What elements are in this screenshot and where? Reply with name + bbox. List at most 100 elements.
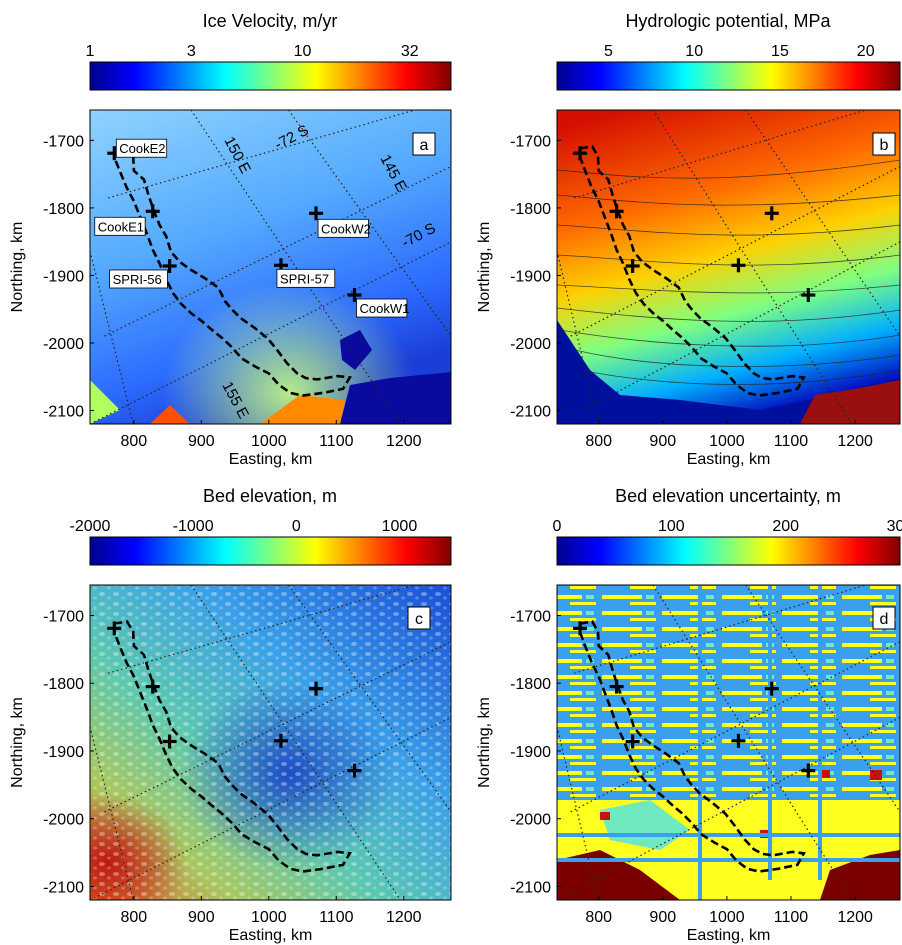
plot-frame-b [556, 109, 901, 425]
graticule-line [557, 241, 900, 424]
panel-label-c: c [415, 611, 423, 628]
site-label: CookE1 [94, 216, 146, 236]
y-tick-label: -1700 [510, 608, 551, 625]
colorbar-title-d: Bed elevation uncertainty, m [615, 486, 841, 506]
colorbar-title-c: Bed elevation, m [203, 486, 337, 506]
plot-frame-c [89, 584, 452, 901]
svg-text:CookE2: CookE2 [119, 141, 165, 156]
colorbar-tick-label: 0 [553, 518, 562, 535]
site-label: CookW2 [317, 218, 371, 238]
colorbar-b [556, 61, 901, 91]
y-tick-label: -1700 [510, 133, 551, 150]
graticule-line [745, 585, 900, 813]
plot-frame-d [556, 584, 901, 901]
x-tick-label: 800 [121, 433, 148, 450]
panel-c: Bed elevation, m -2000 -1000 0 1000 c 800 90… [9, 486, 452, 944]
y-tick-label: -1800 [43, 201, 84, 218]
y-tick-label: -2000 [43, 336, 84, 353]
colorbar-tick-label: 100 [658, 518, 685, 535]
colorbar-ticks-b: 5 10 15 20 [604, 43, 875, 66]
graticule-line [104, 165, 451, 337]
graticule-line [570, 165, 900, 337]
colorbar-tick-label: 0 [292, 518, 301, 535]
x-tick-label: 1200 [837, 909, 873, 926]
panel-label-d: d [880, 611, 889, 628]
y-tick-label: -1900 [43, 744, 84, 761]
axes-d: 800 900 1000 1100 1200 -1700 -1800 -1900 -2000 -2… [476, 608, 873, 944]
graticule-line [90, 726, 134, 900]
site-label: CookW1 [356, 298, 410, 318]
colorbar-tick-label: 10 [685, 43, 703, 60]
x-tick-label: 1100 [319, 433, 354, 450]
panel-d: Bed elevation uncertainty, m 0 100 200 300 [476, 486, 902, 944]
y-axis-label: Northing, km [476, 222, 493, 313]
y-axis-label: Northing, km [9, 222, 26, 313]
panel-label-b: b [880, 137, 889, 154]
colorbar-tick-label: 5 [604, 43, 613, 60]
panel-label-box-c [407, 606, 431, 630]
x-tick-label: 800 [585, 433, 612, 450]
colorbar-tick-label: 15 [771, 43, 789, 60]
colorbar-title-b: Hydrologic potential, MPa [625, 11, 831, 31]
colorbar-tick-label: 1000 [382, 518, 418, 535]
site-marker [573, 146, 588, 161]
colorbar-title-a: Ice Velocity, m/yr [203, 11, 338, 31]
colorbar-tick-label: 10 [294, 43, 312, 60]
colorbar-d [556, 536, 901, 566]
y-tick-label: -2000 [43, 812, 84, 829]
panel-a: Ice Velocity, m/yr 1 3 10 32 CookE2 CookE1 SP… [9, 11, 452, 468]
site-marker [145, 204, 160, 219]
colorbar-tick-label: 300 [887, 518, 902, 535]
site-marker [162, 258, 177, 273]
y-tick-label: -2000 [510, 336, 551, 353]
graticule-line [288, 585, 451, 813]
x-axis-label: Easting, km [687, 451, 771, 468]
site-marker [764, 206, 779, 221]
colorbar-tick-label: 1 [86, 43, 95, 60]
x-tick-label: 1000 [709, 909, 745, 926]
y-axis-label: Northing, km [9, 697, 26, 788]
colorbar-c [89, 536, 452, 566]
grid-lines-b [557, 110, 900, 424]
graticule-line [570, 641, 900, 813]
x-tick-label: 800 [585, 909, 612, 926]
site-label: SPRI-57 [276, 268, 336, 288]
svg-text:CookW1: CookW1 [360, 301, 410, 316]
graticule-line [107, 110, 416, 199]
x-tick-label: 1100 [774, 433, 809, 450]
graticule-line [190, 585, 401, 900]
overlay-b [573, 145, 816, 397]
svg-text:CookW2: CookW2 [321, 221, 371, 236]
y-tick-label: -1800 [510, 676, 551, 693]
x-tick-label: 1200 [837, 433, 873, 450]
site-marker [625, 258, 640, 273]
field-b [557, 110, 900, 424]
graticule-line [573, 585, 866, 674]
site-marker [731, 258, 746, 273]
field-a [90, 110, 451, 424]
x-axis-label: Easting, km [229, 927, 313, 944]
y-tick-label: -2000 [510, 812, 551, 829]
axes-c: 800 900 1000 1100 1200 -1700 -1800 -1900 -2000 -2… [9, 608, 422, 944]
y-tick-label: -2100 [510, 403, 551, 420]
x-tick-label: 1000 [251, 433, 287, 450]
subglacial-basin-boundary [578, 145, 806, 397]
y-tick-label: -1700 [43, 608, 84, 625]
site-marker [162, 734, 177, 749]
grid-lines-d [557, 585, 900, 900]
colorbar-tick-label: -2000 [70, 518, 111, 535]
overlay-a: CookE2 CookE1 SPRI-56 CookW2 SPRI-57 CookW1 [94, 138, 410, 397]
x-tick-label: 900 [649, 909, 676, 926]
x-tick-label: 1000 [709, 433, 745, 450]
x-tick-label: 1000 [251, 909, 287, 926]
y-tick-label: -1800 [43, 676, 84, 693]
axes-a: 800 900 1000 1100 1200 -1700 -1800 -1900 -2000 -2… [9, 133, 422, 468]
subglacial-basin-boundary [113, 620, 352, 873]
site-marker [731, 733, 746, 748]
site-marker [764, 681, 779, 696]
colorbar-tick-label: 32 [401, 43, 419, 60]
colorbar-tick-label: 200 [772, 518, 799, 535]
site-marker [609, 679, 624, 694]
site-marker [625, 734, 640, 749]
overlay-d [573, 620, 816, 873]
